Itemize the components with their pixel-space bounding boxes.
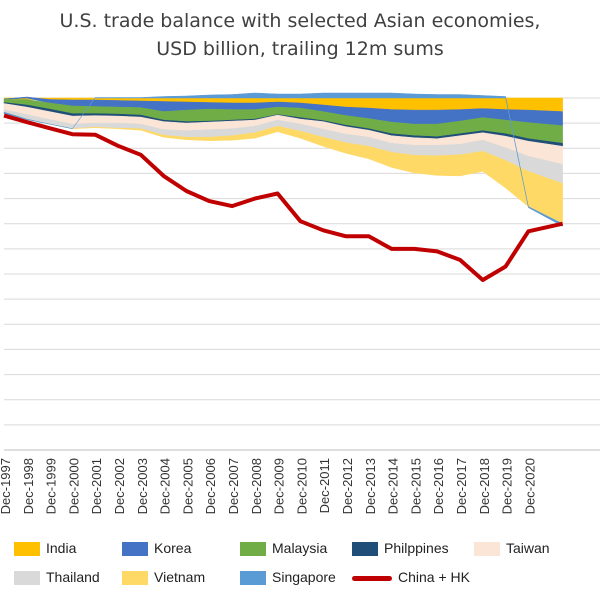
legend-swatch — [240, 571, 266, 585]
legend-label: Thailand — [46, 569, 100, 585]
x-tick-label: Dec-2001 — [89, 458, 104, 514]
line-china-hk — [3, 113, 564, 282]
x-tick-label: Dec-2007 — [226, 458, 241, 514]
legend-label: India — [46, 540, 77, 556]
chart-subtitle: USD billion, trailing 12m sums — [156, 38, 444, 60]
legend-swatch — [352, 542, 378, 556]
x-tick-label: Dec-2015 — [408, 458, 423, 514]
legend-swatch — [122, 542, 148, 556]
legend-label: Philppines — [384, 540, 449, 556]
x-tick-label: Dec-2011 — [317, 458, 332, 513]
legend-swatch — [122, 571, 148, 585]
x-tick-label: Dec-2010 — [294, 458, 309, 514]
x-tick-label: Dec-2000 — [66, 458, 81, 514]
legend-label: Malaysia — [272, 540, 328, 556]
x-tick-label: Dec-2009 — [272, 458, 287, 514]
legend-label: Korea — [154, 540, 192, 556]
x-tick-label: Dec-2017 — [454, 458, 469, 514]
x-tick-label: Dec-2008 — [249, 458, 264, 514]
x-tick-label: Dec-2013 — [363, 458, 378, 514]
area-vietnam — [3, 111, 563, 225]
x-tick-label: Dec-2014 — [386, 458, 401, 514]
legend-label: Taiwan — [506, 540, 550, 556]
x-tick-label: Dec-2020 — [522, 458, 537, 514]
legend-label: China + HK — [398, 569, 470, 585]
x-tick-label: Dec-2012 — [340, 458, 355, 514]
x-tick-label: Dec-2006 — [203, 458, 218, 514]
legend-swatch — [352, 576, 392, 581]
chart-title: U.S. trade balance with selected Asian e… — [59, 10, 541, 32]
x-tick-label: Dec-2004 — [158, 458, 173, 514]
legend-swatch — [14, 571, 40, 585]
legend-swatch — [240, 542, 266, 556]
legend-label: Singapore — [272, 569, 336, 585]
x-tick-label: Dec-2003 — [135, 458, 150, 514]
legend-swatch — [474, 542, 500, 556]
x-tick-label: Dec-2002 — [112, 458, 127, 514]
legend-swatch — [14, 542, 40, 556]
x-tick-label: Dec-2005 — [180, 458, 195, 514]
x-tick-label: Dec-1999 — [44, 458, 59, 514]
x-axis: Dec-1997 Dec-1998 Dec-1999 Dec-2000 Dec-2001… — [0, 449, 600, 514]
x-tick-label: Dec-2016 — [431, 458, 446, 514]
x-tick-label: Dec-2019 — [500, 458, 515, 514]
x-tick-label: Dec-2018 — [477, 458, 492, 514]
area-singapore — [3, 92, 563, 227]
x-tick-label: Dec-1998 — [21, 458, 36, 514]
stacked-areas — [3, 92, 563, 227]
x-tick-label: Dec-1997 — [0, 458, 13, 514]
legend-label: Vietnam — [154, 569, 206, 585]
line-series — [3, 113, 564, 282]
